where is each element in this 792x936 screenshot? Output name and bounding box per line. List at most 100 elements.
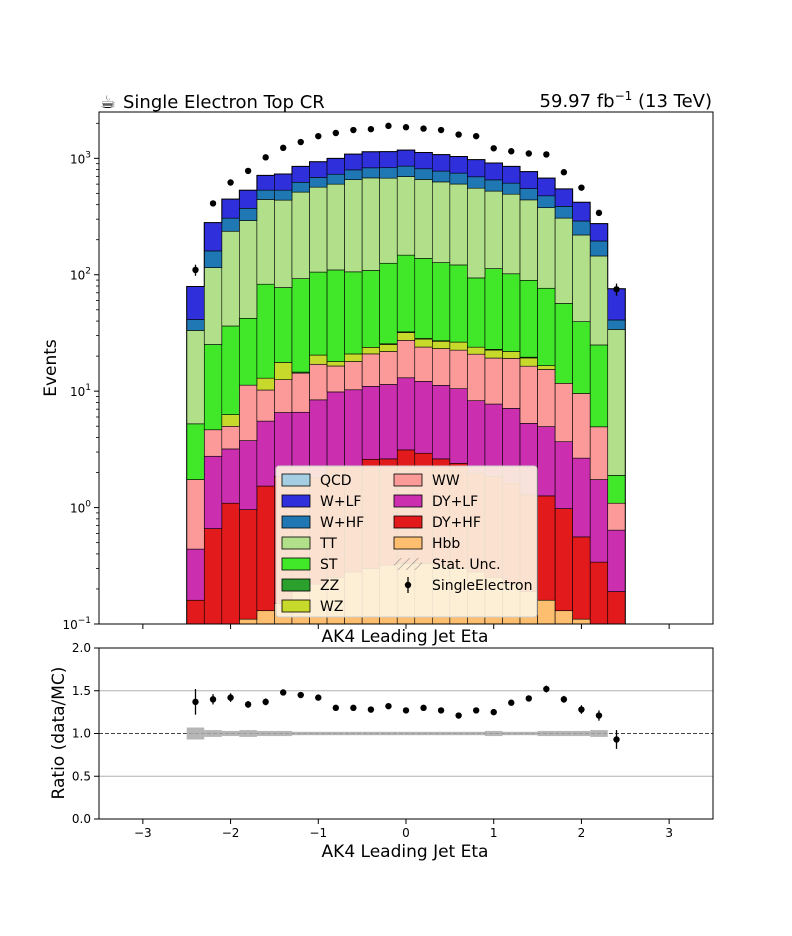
bar-ww-bin-12 — [396, 340, 416, 379]
bar-tt-bin-22 — [572, 234, 591, 322]
bar-ww-bin-20 — [537, 369, 556, 427]
bar-dy-lf-bin-13 — [414, 381, 433, 454]
ratio-band-bin-13 — [414, 731, 433, 736]
legend-label-5: ZZ — [320, 578, 339, 594]
legend-label-11: Stat. Unc. — [432, 557, 501, 573]
ratio-point-10 — [367, 706, 375, 713]
bar-tt-bin-18 — [502, 193, 521, 275]
data-point-23 — [595, 209, 603, 217]
bar-tt-bin-7 — [309, 186, 328, 273]
data-point-5 — [280, 144, 287, 152]
bar-st-bin-23 — [589, 344, 609, 428]
ratio-point-8 — [332, 704, 340, 712]
ratio-band-bin-17 — [484, 730, 503, 737]
ratio-band-bin-3 — [239, 730, 257, 737]
bar-w-lf-bin-3 — [239, 189, 258, 209]
bar-dy-lf-bin-12 — [396, 377, 416, 451]
ratio-xtick-label-1: −2 — [222, 826, 240, 840]
bar-dy-lf-bin-24 — [607, 529, 626, 592]
ratio-band-bin-18 — [502, 731, 521, 736]
ratio-ytick-label-2: 1.0 — [72, 727, 91, 741]
bar-dy-lf-bin-22 — [572, 457, 591, 538]
ratio-xtick-label-4: 1 — [490, 826, 498, 840]
lumi-label: 59.97 fb−1 (13 TeV) — [540, 89, 712, 112]
bar-wz-bin-19 — [519, 357, 538, 367]
main-xlabel: AK4 Leading Jet Eta — [322, 627, 489, 647]
bar-w-hf-bin-3 — [239, 207, 258, 221]
main-ytick-label-4: 103 — [70, 150, 91, 166]
bar-w-hf-bin-20 — [537, 195, 556, 209]
ratio-band-bin-11 — [379, 731, 398, 736]
bar-st-bin-4 — [256, 283, 275, 379]
bar-st-bin-1 — [203, 344, 223, 431]
ratio-band-bin-4 — [256, 730, 275, 737]
bar-dy-hf-bin-1 — [203, 528, 223, 625]
bar-tt-bin-19 — [519, 199, 538, 281]
bar-w-hf-bin-17 — [484, 179, 503, 192]
bar-w-lf-bin-16 — [467, 159, 486, 178]
legend-label-6: WZ — [320, 599, 343, 615]
data-points-layer — [192, 122, 620, 296]
bar-tt-bin-12 — [396, 176, 416, 256]
bar-w-hf-bin-18 — [502, 182, 521, 195]
bar-ww-bin-1 — [203, 429, 223, 457]
ratio-point-24 — [613, 736, 620, 743]
bar-wz-bin-2 — [221, 414, 240, 427]
bar-w-lf-bin-4 — [256, 175, 275, 191]
data-point-7 — [315, 132, 322, 140]
bar-w-hf-bin-21 — [554, 206, 573, 219]
bar-st-bin-7 — [309, 271, 328, 356]
legend-swatch-9 — [393, 515, 423, 529]
data-point-0 — [192, 266, 199, 274]
bar-dy-lf-bin-20 — [537, 426, 556, 497]
ratio-band-bin-1 — [204, 730, 222, 737]
bar-dy-lf-bin-9 — [344, 389, 363, 467]
ratio-point-22 — [578, 706, 585, 713]
ratio-points-layer — [192, 685, 620, 749]
ratio-band-bin-14 — [432, 731, 450, 736]
lumi-exponent: −1 — [615, 89, 633, 103]
bar-st-bin-24 — [607, 475, 626, 504]
bar-w-hf-bin-9 — [344, 169, 363, 180]
bar-tt-bin-16 — [467, 187, 486, 279]
bar-w-hf-bin-13 — [414, 168, 433, 180]
ratio-point-9 — [350, 704, 357, 712]
bar-ww-bin-14 — [432, 348, 451, 386]
data-point-16 — [472, 132, 480, 140]
ratio-band-bin-2 — [221, 730, 240, 737]
bar-w-lf-bin-19 — [519, 171, 538, 189]
main-ytick-label-1: 100 — [70, 500, 91, 516]
ratio-point-14 — [437, 707, 445, 714]
data-point-22 — [578, 184, 585, 191]
bar-tt-bin-1 — [203, 267, 223, 345]
bar-w-lf-bin-1 — [203, 222, 223, 252]
bar-w-hf-bin-19 — [519, 188, 538, 201]
ratio-point-23 — [595, 712, 603, 719]
ratio-point-20 — [543, 685, 550, 693]
ratio-point-18 — [508, 699, 515, 706]
bar-wz-bin-13 — [414, 338, 433, 348]
bar-dy-lf-bin-10 — [361, 386, 380, 460]
ratio-axes: −3 −2 −1 0 1 2 3 0.0 0.5 1.0 1.5 2.0 — [72, 641, 673, 840]
legend-swatch-1 — [281, 494, 311, 508]
data-point-21 — [560, 169, 568, 176]
bar-dy-hf-bin-3 — [239, 509, 258, 620]
ratio-band-bin-20 — [537, 730, 556, 737]
bar-st-bin-0 — [186, 423, 205, 480]
bar-w-lf-bin-12 — [396, 149, 416, 167]
ratio-xtick-label-3: 0 — [402, 826, 410, 840]
bar-tt-bin-0 — [186, 330, 205, 425]
bar-w-lf-bin-0 — [186, 286, 205, 320]
bar-tt-bin-8 — [326, 183, 345, 271]
bar-wz-bin-16 — [467, 346, 486, 355]
legend: QCD W+LF W+HF TT ST ZZ WZ WW DY+LF DY+HF Hbb Stat. … — [275, 465, 538, 618]
bar-dy-lf-bin-8 — [326, 391, 345, 467]
bar-tt-bin-13 — [414, 179, 433, 259]
bar-st-bin-13 — [414, 258, 433, 339]
legend-label-4: ST — [320, 557, 338, 573]
bar-wz-bin-11 — [379, 344, 398, 352]
bar-ww-bin-11 — [379, 351, 398, 385]
bar-ww-bin-10 — [361, 353, 380, 387]
data-point-9 — [350, 126, 357, 134]
ratio-ytick-label-1: 0.5 — [72, 769, 91, 783]
